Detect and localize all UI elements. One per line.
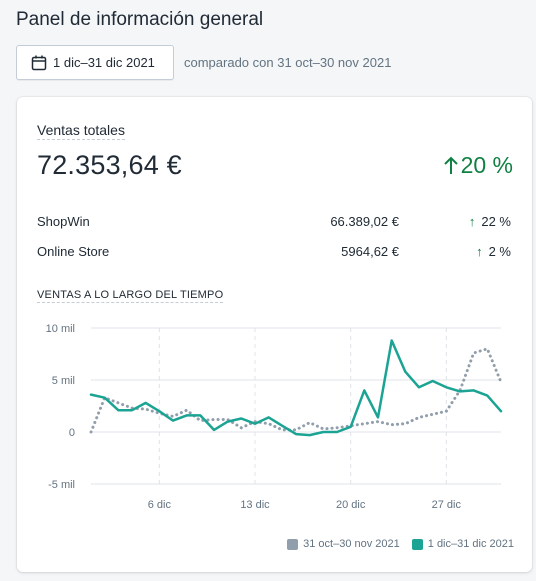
legend-swatch-current	[411, 538, 423, 550]
channel-row-shopwin: ShopWin 66.389,02 € ↑ 22 %	[37, 214, 513, 234]
channel-change: ↑ 22 %	[469, 214, 511, 229]
y-tick-label: 10 mil	[46, 323, 75, 335]
y-tick-label: 0	[69, 427, 75, 439]
calendar-icon	[31, 55, 47, 70]
arrow-up-icon	[443, 156, 458, 174]
channel-change: ↑ 2 %	[476, 244, 511, 259]
channel-amount: 5964,62 €	[341, 244, 399, 259]
legend-label-current: 1 dic–31 dic 2021	[427, 538, 514, 550]
date-range-label: 1 dic–31 dic 2021	[53, 55, 155, 70]
arrow-up-icon: ↑	[476, 244, 483, 259]
compare-period-text: comparado con 31 oct–30 nov 2021	[184, 55, 392, 70]
legend-label-previous: 31 oct–30 nov 2021	[303, 538, 400, 550]
chart-legend: 31 oct–30 nov 2021 1 dic–31 dic 2021	[287, 538, 514, 550]
x-tick-label: 20 dic	[336, 499, 366, 511]
legend-item-previous[interactable]: 31 oct–30 nov 2021	[287, 538, 400, 550]
chart-heading[interactable]: VENTAS A LO LARGO DEL TIEMPO	[37, 289, 224, 303]
y-tick-label: -5 mil	[48, 479, 75, 491]
x-tick-label: 13 dic	[240, 499, 270, 511]
card-title[interactable]: Ventas totales	[37, 122, 125, 140]
channel-amount: 66.389,02 €	[330, 214, 399, 229]
channel-change-value: 2 %	[488, 244, 511, 259]
total-change-value: 20 %	[460, 152, 513, 178]
total-sales-card: Ventas totales 72.353,64 € 20 % ShopWin …	[17, 97, 532, 572]
channel-name: Online Store	[37, 244, 110, 259]
legend-swatch-previous	[287, 538, 299, 550]
total-sales-value: 72.353,64 €	[37, 150, 182, 180]
total-sales-change: 20 %	[443, 152, 513, 179]
date-range-button[interactable]: 1 dic–31 dic 2021	[16, 45, 174, 80]
series-line-current	[89, 339, 503, 437]
arrow-up-icon: ↑	[468, 214, 476, 229]
legend-item-current[interactable]: 1 dic–31 dic 2021	[411, 538, 514, 550]
channel-name: ShopWin	[37, 214, 90, 229]
channel-row-online-store: Online Store 5964,62 € ↑ 2 %	[37, 244, 513, 264]
y-tick-label: 5 mil	[52, 375, 75, 387]
series-line-previous	[89, 347, 503, 434]
sales-over-time-chart: 10 mil 5 mil 0 -5 mil 6 dic 13 dic 20 dic 27 di…	[46, 323, 503, 511]
page-title: Panel de información general	[16, 9, 264, 30]
channel-change-value: 22 %	[481, 214, 511, 229]
x-tick-label: 27 dic	[432, 499, 462, 511]
x-tick-label: 6 dic	[148, 499, 172, 511]
